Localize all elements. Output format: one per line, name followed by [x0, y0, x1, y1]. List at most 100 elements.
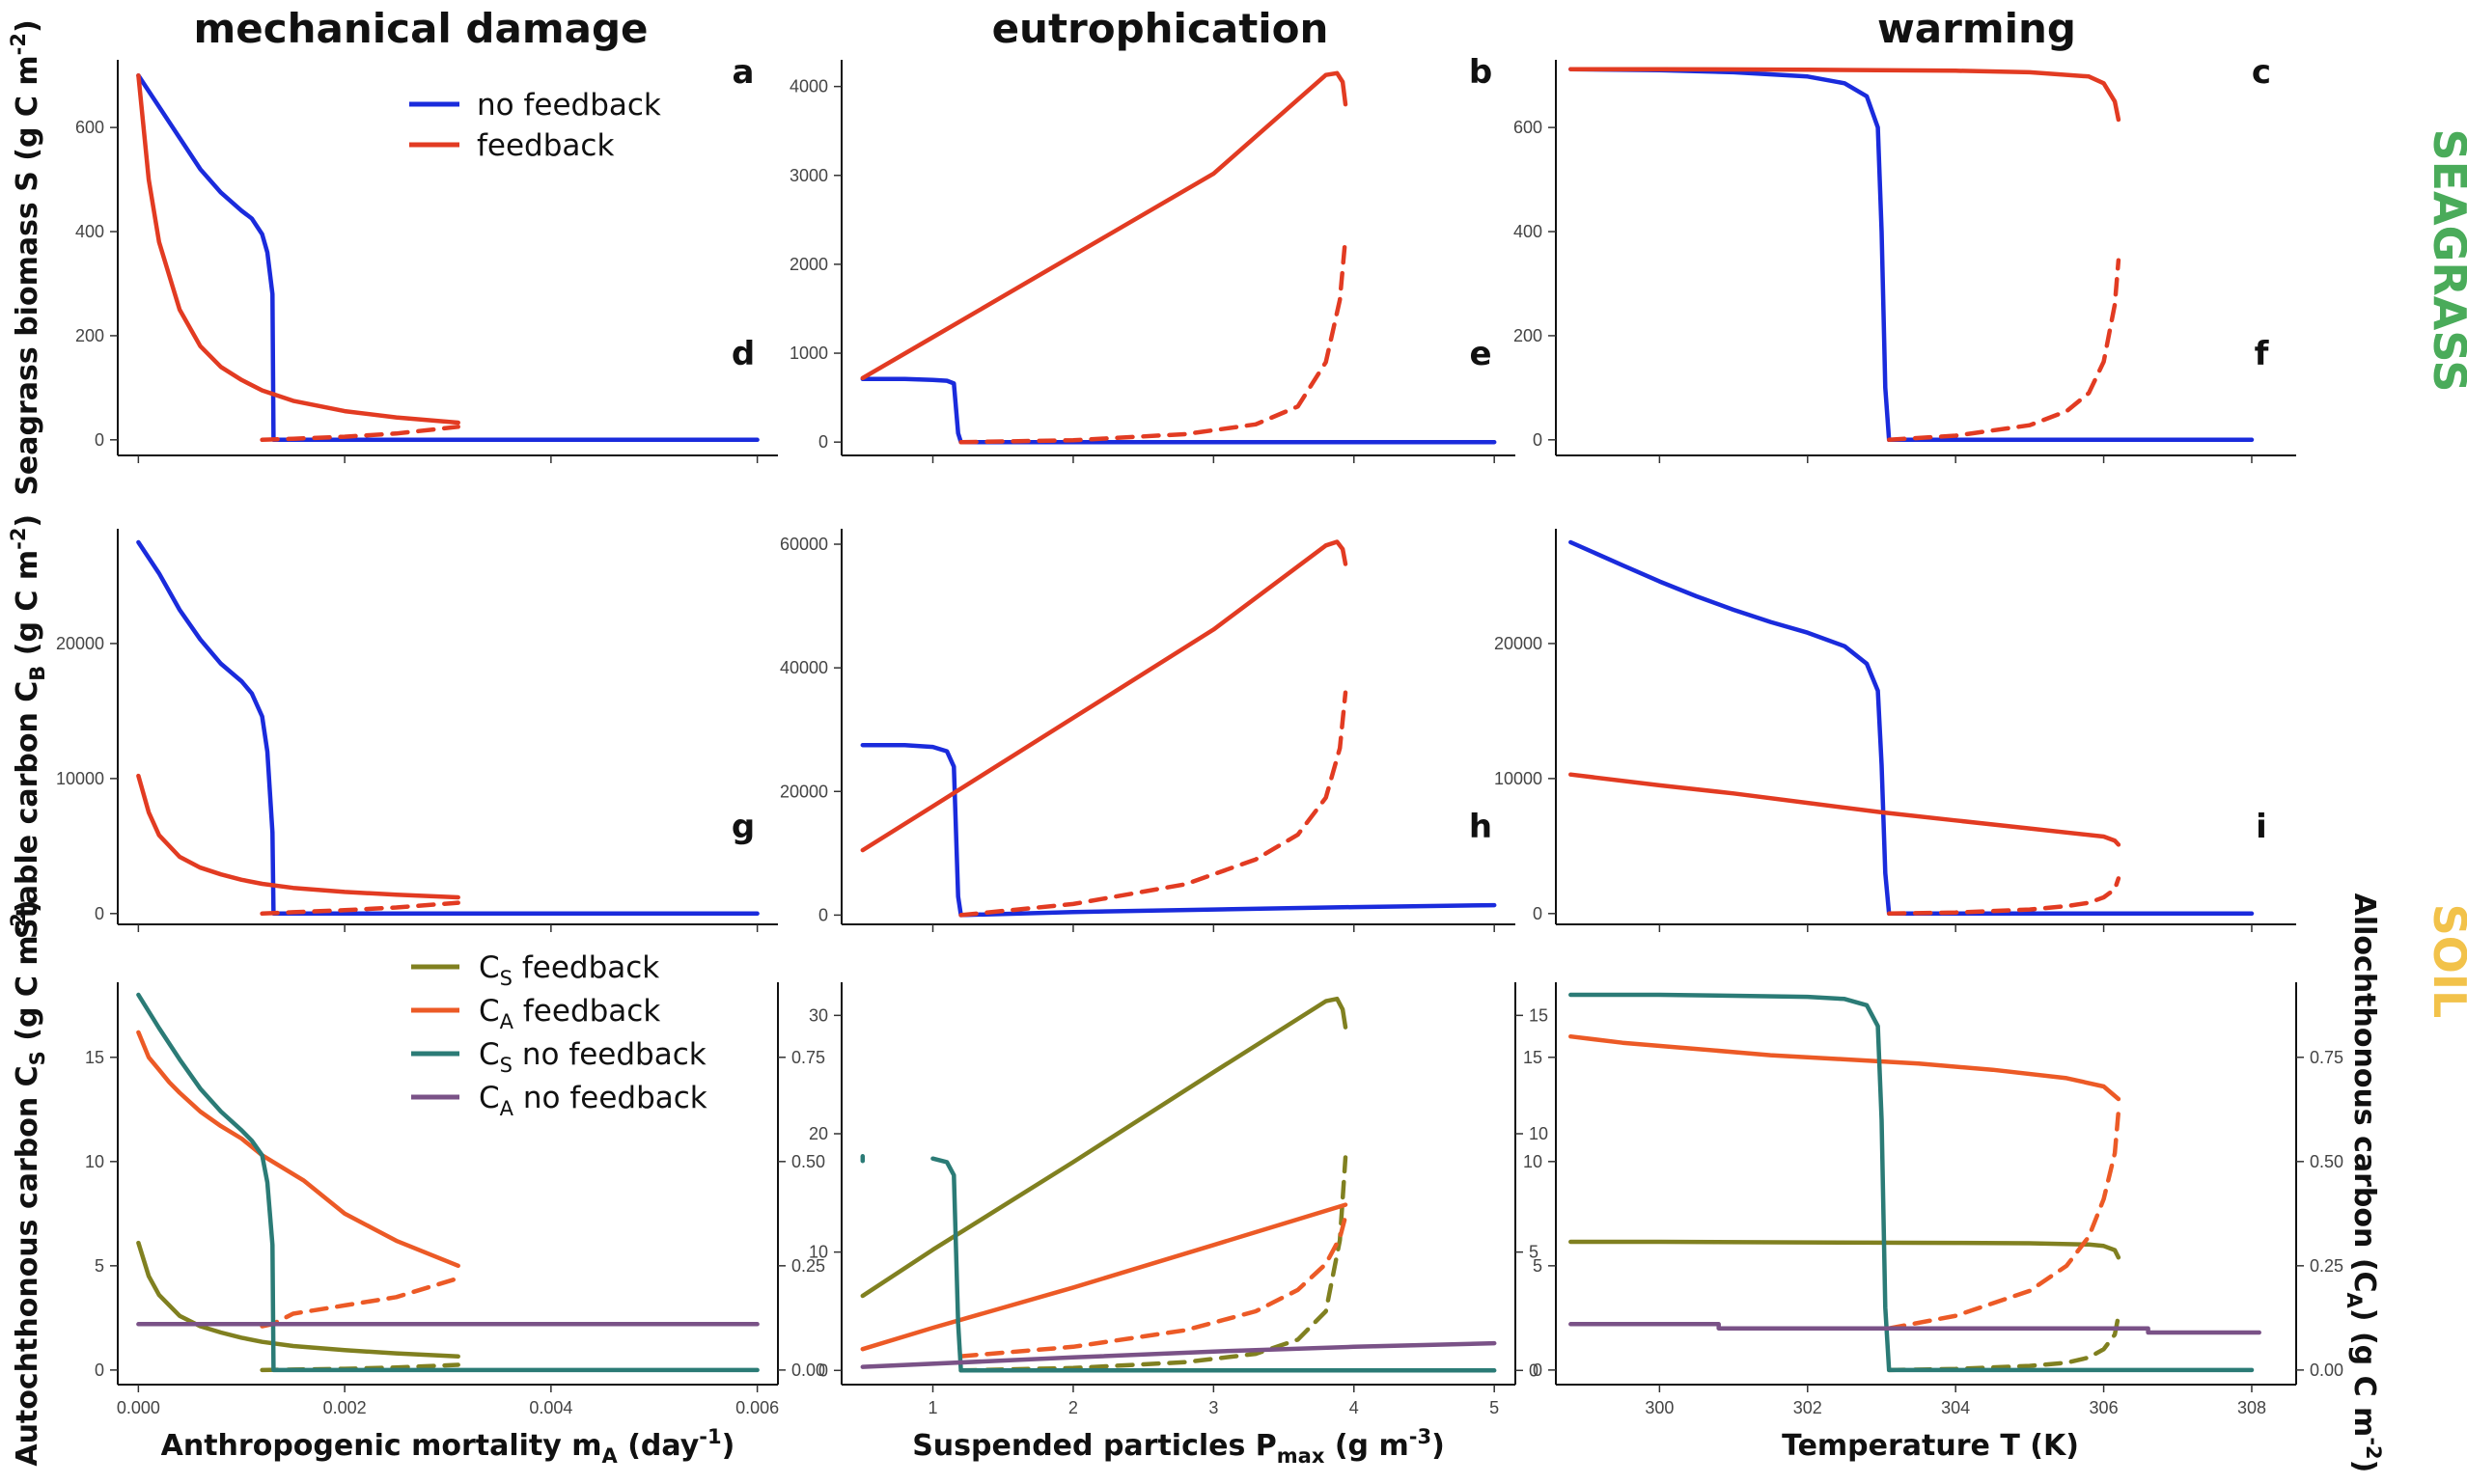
y-tick-label: 20: [809, 1124, 828, 1143]
y2-tick-label: 0.00: [2310, 1360, 2343, 1380]
y-tick-label: 400: [1513, 222, 1542, 241]
y2-tick-label: 5: [1529, 1243, 1538, 1262]
y-tick-label: 1000: [790, 344, 828, 363]
x-tick-label: 0.002: [323, 1398, 367, 1417]
y2-tick-label: 0.00: [791, 1360, 825, 1380]
series-no-feedback: [860, 742, 1497, 918]
series-c-a-no-feedback: [860, 1340, 1497, 1369]
panel-letter: a: [733, 53, 755, 92]
panel-f: 0 10000 20000 f: [1494, 335, 2296, 932]
y2-tick-label: 10: [1529, 1124, 1548, 1143]
x-tick-label: 3: [1208, 1398, 1218, 1417]
series-c-s-feedback: [860, 996, 1348, 1299]
y-tick-label: 600: [75, 118, 104, 137]
y-tick-label: 600: [1513, 118, 1542, 137]
panel-d: 0 10000 20000 d: [56, 335, 778, 932]
legend-label: CA no feedback: [479, 1081, 707, 1120]
series-c-a-feedback: [1568, 1033, 2121, 1102]
series-feedback-unstable: [1886, 258, 2121, 443]
series-c-a-feedback-unstable: [260, 1276, 460, 1329]
y-tick-label: 20000: [780, 782, 828, 801]
panel-letter: d: [732, 335, 755, 373]
y-tick-label: 20000: [1494, 634, 1542, 653]
series-c-a-feedback-unstable: [958, 1214, 1348, 1359]
panel-letter: g: [732, 808, 755, 846]
y-axis-title: Stable carbon CB (g C m-2): [7, 514, 49, 939]
y-tick-label: 0: [818, 905, 828, 924]
series-no-feedback: [1568, 539, 2255, 917]
panel-e: 0 20000 40000 60000 e: [780, 335, 1515, 932]
y2-tick-label: 0.50: [791, 1152, 825, 1171]
y-tick-label: 0: [1533, 904, 1542, 923]
series-feedback: [136, 773, 460, 900]
y-tick-label: 0: [818, 1360, 828, 1380]
x-tick-label: 304: [1941, 1398, 1970, 1417]
y2-axis-title: Allochthonous carbon (CA) (g C m-2): [2342, 893, 2385, 1473]
series-feedback: [860, 539, 1348, 853]
x-axis-title: Suspended particles Pmax (g m-3): [912, 1425, 1445, 1468]
series-feedback: [136, 72, 460, 426]
series-feedback: [1568, 67, 2121, 123]
y-tick-label: 30: [809, 1005, 828, 1025]
y-tick-label: 60000: [780, 535, 828, 554]
panel-h: 0 10 20 30 0 5 10 15 1 2 3 4 5 h: [809, 808, 1548, 1417]
y-tick-label: 10000: [1494, 769, 1542, 788]
series-no-feedback: [1568, 67, 2255, 443]
y-tick-label: 20000: [56, 634, 104, 653]
series-feedback-unstable: [958, 235, 1348, 445]
x-tick-label: 5: [1489, 1398, 1499, 1417]
y-tick-label: 0: [95, 1360, 104, 1380]
series-feedback-unstable: [958, 690, 1348, 918]
y-tick-label: 4000: [790, 77, 828, 96]
y-tick-label: 5: [1533, 1256, 1542, 1276]
x-tick-label: 0.000: [117, 1398, 160, 1417]
y-tick-label: 15: [1523, 1048, 1542, 1067]
x-tick-label: 302: [1793, 1398, 1822, 1417]
panel-letter: h: [1469, 808, 1492, 846]
series-c-a-no-feedback: [1568, 1322, 2261, 1335]
series-feedback-unstable: [260, 900, 460, 917]
x-axis-title: Anthropogenic mortality mA (day-1): [161, 1425, 735, 1468]
panel-letter: e: [1469, 335, 1491, 373]
x-tick-label: 306: [2090, 1398, 2119, 1417]
panel-letter: c: [2252, 53, 2271, 92]
series-c-a-feedback-unstable: [1886, 1109, 2121, 1331]
y2-tick-label: 0.75: [791, 1048, 825, 1067]
panel-letter: f: [2255, 335, 2270, 373]
x-axis-title: Temperature T (K): [1782, 1429, 2079, 1463]
x-tick-label: 0.006: [735, 1398, 779, 1417]
panel-letter: b: [1469, 53, 1492, 92]
series-feedback-unstable: [260, 425, 460, 443]
x-tick-label: 4: [1349, 1398, 1359, 1417]
y-tick-label: 0: [1533, 430, 1542, 450]
series-feedback: [860, 70, 1348, 381]
y-tick-label: 200: [1513, 326, 1542, 345]
y-axis-title: Autochthonous carbon CS (g C m-2): [7, 899, 49, 1466]
y-tick-label: 0: [818, 432, 828, 452]
y-tick-label: 15: [85, 1048, 104, 1067]
panel-c: 0 200 400 600 c: [1513, 53, 2296, 463]
x-tick-label: 1: [929, 1398, 938, 1417]
y2-tick-label: 0.25: [2310, 1256, 2343, 1276]
panel-b: 0 1000 2000 3000 4000 b: [790, 53, 1515, 463]
series-c-s-feedback-unstable: [958, 1155, 1348, 1373]
y-tick-label: 10000: [56, 769, 104, 788]
legend-label: CA feedback: [479, 994, 660, 1033]
legend-label: no feedback: [477, 88, 661, 123]
x-tick-label: 300: [1645, 1398, 1674, 1417]
y-tick-label: 3000: [790, 166, 828, 185]
series-c-s-feedback: [136, 1240, 460, 1360]
y-tick-label: 400: [75, 222, 104, 241]
panel-i: 0 5 10 15 0.00 0.25 0.50 0.75 300 302 304 306 308 i: [1523, 808, 2343, 1417]
series-feedback-unstable: [1886, 876, 2121, 917]
y-tick-label: 40000: [780, 658, 828, 677]
y-tick-label: 10: [1523, 1152, 1542, 1171]
y-tick-label: 0: [95, 430, 104, 450]
y2-tick-label: 15: [1529, 1005, 1548, 1025]
y-tick-label: 5: [95, 1256, 104, 1276]
x-tick-label: 308: [2237, 1398, 2266, 1417]
series-no-feedback: [860, 376, 1497, 445]
y-tick-label: 200: [75, 326, 104, 345]
legend-label: feedback: [477, 128, 614, 163]
